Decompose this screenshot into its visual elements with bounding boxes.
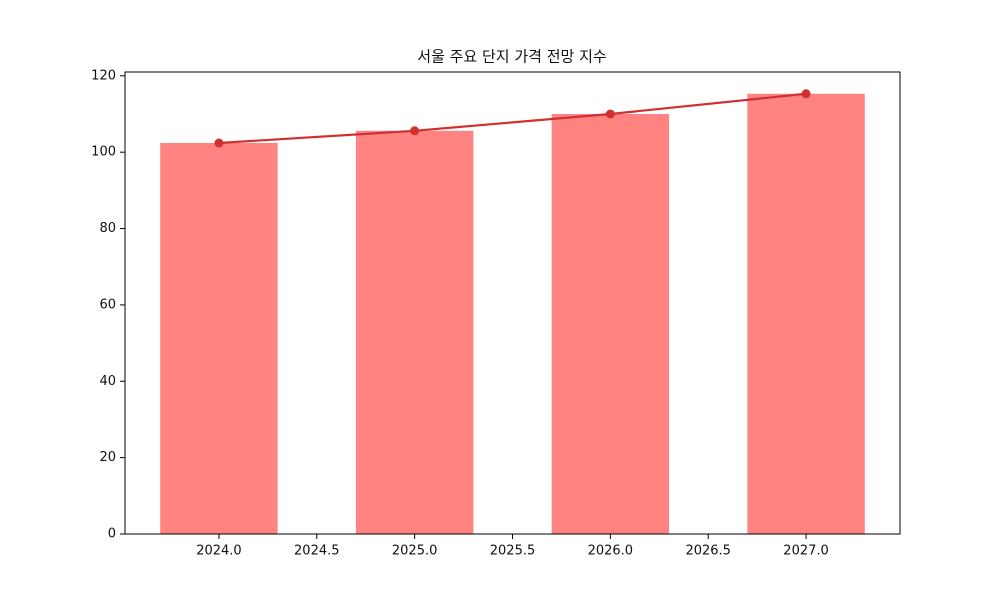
y-tick-label: 40: [99, 374, 116, 389]
bar: [160, 143, 278, 534]
x-tick-label: 2025.0: [392, 544, 438, 559]
x-tick-label: 2026.5: [685, 544, 731, 559]
x-tick-label: 2027.0: [783, 544, 829, 559]
x-tick-label: 2025.5: [490, 544, 536, 559]
x-tick-label: 2026.0: [588, 544, 634, 559]
x-tick-label: 2024.5: [294, 544, 340, 559]
line: [218, 92, 807, 145]
y-tick-label: 100: [91, 145, 116, 160]
bar: [551, 114, 670, 534]
point: [605, 109, 615, 119]
y-tick-label: 20: [99, 450, 116, 465]
y-tick-label: 80: [99, 221, 116, 236]
bar: [747, 93, 865, 534]
y-tick-label: 60: [99, 297, 116, 312]
y-tick-label: 0: [108, 527, 116, 542]
point: [410, 126, 420, 136]
bar: [355, 130, 474, 535]
point: [214, 138, 224, 148]
point: [801, 89, 811, 99]
y-tick-label: 120: [91, 68, 116, 83]
x-tick-label: 2024.0: [196, 544, 242, 559]
chart-title: 서울 주요 단지 가격 전망 지수: [417, 48, 606, 66]
plot-frame: [124, 71, 901, 535]
